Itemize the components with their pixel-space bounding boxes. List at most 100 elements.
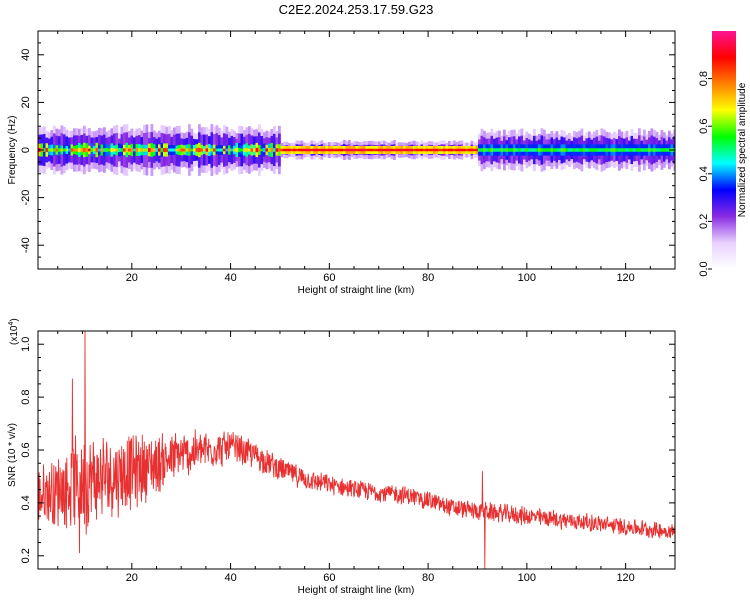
heatmap-cell xyxy=(253,148,256,152)
snr-y-scale-label: (x104) xyxy=(8,318,20,345)
heatmap-cell xyxy=(455,148,459,152)
heatmap-cell xyxy=(213,148,216,152)
snr-panel: 20 40 60 80 100 120 0.2 0.4 0.6 0.8 1.0 Height of… xyxy=(7,318,676,596)
heatmap-cell xyxy=(178,148,181,152)
heatmap-cell xyxy=(665,148,669,152)
heatmap-cell xyxy=(445,148,449,152)
heatmap-cell xyxy=(320,148,324,152)
heatmap-cell xyxy=(458,148,461,152)
heatmap-cell xyxy=(298,148,301,152)
heatmap-cell xyxy=(73,148,76,152)
heatmap-cell xyxy=(168,148,171,152)
heatmap-cell xyxy=(440,148,444,152)
heatmap-cell xyxy=(480,148,484,152)
heatmap-cell xyxy=(313,148,316,152)
heatmap-cell xyxy=(338,148,341,152)
heatmap-cell xyxy=(430,148,434,152)
heatmap-cell xyxy=(223,148,226,152)
heatmap-cell xyxy=(628,148,631,152)
y-tick-label: 1.0 xyxy=(20,337,32,352)
heatmap-cell xyxy=(65,148,69,152)
x-tick-label: 80 xyxy=(422,572,434,584)
heatmap-cell xyxy=(283,148,286,152)
heatmap-cell xyxy=(618,148,621,152)
colorbar-tick-label: 0.6 xyxy=(698,119,710,134)
heatmap-cell xyxy=(613,148,616,152)
heatmap-cell xyxy=(108,148,111,152)
heatmap-cell xyxy=(635,148,639,152)
heatmap-cell xyxy=(660,148,664,152)
y-tick-label: 0.8 xyxy=(20,389,32,404)
heatmap-cell xyxy=(243,148,246,152)
heatmap-cell xyxy=(508,148,511,152)
heatmap-cell xyxy=(398,148,401,152)
heatmap-cell xyxy=(90,147,94,153)
heatmap-cell xyxy=(205,148,209,152)
heatmap-cell xyxy=(103,148,106,152)
heatmap-cell xyxy=(305,148,309,152)
heatmap-cell xyxy=(273,148,276,152)
heatmap-cell xyxy=(48,148,51,152)
heatmap-cell xyxy=(595,148,599,152)
snr-x-ticks: 20 40 60 80 100 120 xyxy=(57,331,651,584)
heatmap-cell xyxy=(495,148,499,152)
heatmap-cell xyxy=(435,148,439,152)
heatmap-cell xyxy=(278,148,281,152)
heatmap-cell xyxy=(118,147,121,153)
x-tick-label: 40 xyxy=(224,572,236,584)
heatmap-cell xyxy=(288,148,291,152)
heatmap-cell xyxy=(83,147,86,153)
heatmap-cell xyxy=(388,148,391,152)
heatmap-cell xyxy=(130,148,134,152)
snr-series-line xyxy=(38,331,675,569)
heatmap-cell xyxy=(240,148,244,152)
heatmap-cell xyxy=(375,148,379,152)
heatmap-cell xyxy=(428,148,431,152)
heatmap-cell xyxy=(560,148,564,152)
heatmap-cell xyxy=(218,148,221,152)
heatmap-cell xyxy=(215,148,219,152)
heatmap-cell xyxy=(520,148,524,152)
heatmap-cell xyxy=(353,148,356,152)
heatmap-cell xyxy=(370,148,374,152)
heatmap-cell xyxy=(255,147,259,153)
heatmap-cell xyxy=(648,148,651,152)
heatmap-cell xyxy=(290,148,294,152)
heatmap-cell xyxy=(523,148,526,152)
heatmap-cell xyxy=(565,148,569,152)
x-tick-label: 40 xyxy=(224,272,236,284)
heatmap-cell xyxy=(410,148,414,152)
y-tick-label: -40 xyxy=(20,237,32,253)
heatmap-cell xyxy=(620,148,624,152)
heatmap-cell xyxy=(280,148,284,152)
heatmap-cell xyxy=(170,148,174,152)
x-tick-label: 60 xyxy=(323,272,335,284)
heatmap-cell xyxy=(570,148,574,152)
heatmap-cell xyxy=(303,148,306,152)
x-tick-label: 100 xyxy=(518,272,536,284)
heatmap-cell xyxy=(530,148,534,152)
heatmap-cell xyxy=(573,148,576,152)
heatmap-cell xyxy=(125,147,129,153)
heatmap-cell xyxy=(105,148,109,152)
heatmap-cell xyxy=(568,148,571,152)
spectrogram-x-ticks: 20 40 60 80 100 120 xyxy=(57,31,651,284)
heatmap-cell xyxy=(330,148,334,152)
heatmap-cell xyxy=(308,148,311,152)
heatmap-cell xyxy=(355,148,359,152)
heatmap-cell xyxy=(53,148,56,152)
snr-y-scale-prefix: (x10 xyxy=(9,325,20,345)
spectrogram-xlabel: Height of straight line (km) xyxy=(298,285,415,296)
heatmap-cell xyxy=(540,148,544,152)
heatmap-cell xyxy=(233,148,236,152)
heatmap-cell xyxy=(390,148,394,152)
heatmap-cell xyxy=(225,148,229,152)
heatmap-cell xyxy=(270,147,274,153)
colorbar-label: Normalized spectral amplitude xyxy=(737,82,748,217)
heatmap-cell xyxy=(650,148,654,152)
heatmap-cell xyxy=(333,148,336,152)
heatmap-cell xyxy=(468,148,471,152)
figure-title: C2E2.2024.253.17.59.G23 xyxy=(279,2,434,17)
heatmap-cell xyxy=(88,148,91,152)
heatmap-cell xyxy=(485,148,489,152)
